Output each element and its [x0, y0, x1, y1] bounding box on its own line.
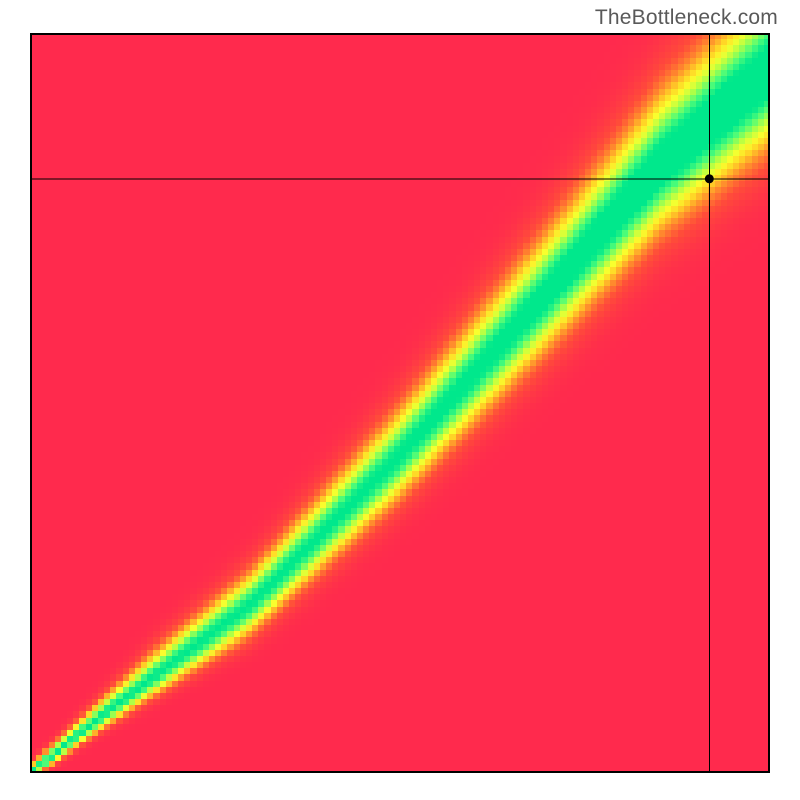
heatmap-container	[30, 33, 770, 773]
heatmap-canvas	[30, 33, 770, 773]
watermark-text: TheBottleneck.com	[595, 6, 778, 30]
